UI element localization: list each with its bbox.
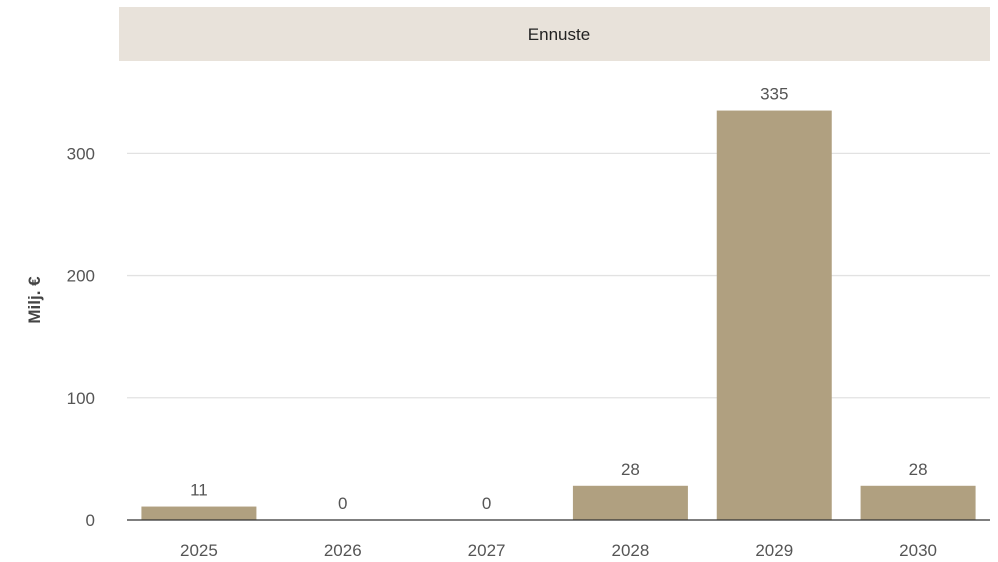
y-axis-ticks: 0 100 200 300 — [67, 144, 95, 530]
data-label-2029: 335 — [760, 85, 788, 104]
data-label-2027: 0 — [482, 494, 491, 513]
bar-2025 — [141, 506, 257, 520]
y-tick-label: 300 — [67, 144, 95, 163]
y-tick-label: 0 — [86, 511, 95, 530]
header-label: Ennuste — [528, 25, 590, 44]
data-label-2030: 28 — [909, 460, 928, 479]
data-labels: 11 0 0 28 335 28 — [190, 85, 927, 513]
x-tick-label-2029: 2029 — [755, 541, 793, 560]
bars — [141, 110, 976, 521]
x-axis-ticks: 2025 2026 2027 2028 2029 2030 — [180, 541, 937, 560]
y-axis-label: Milj. € — [25, 276, 44, 324]
header-band — [119, 7, 990, 61]
data-label-2026: 0 — [338, 494, 347, 513]
bar-2030 — [860, 485, 976, 520]
x-tick-label-2025: 2025 — [180, 541, 218, 560]
bar-2028 — [572, 485, 688, 520]
grid-lines — [127, 152, 990, 399]
data-label-2028: 28 — [621, 460, 640, 479]
x-tick-label-2027: 2027 — [468, 541, 506, 560]
data-label-2025: 11 — [190, 481, 208, 500]
y-tick-label: 100 — [67, 389, 95, 408]
x-tick-label-2026: 2026 — [324, 541, 362, 560]
bar-2029 — [716, 110, 832, 521]
x-tick-label-2028: 2028 — [612, 541, 650, 560]
y-tick-label: 200 — [67, 267, 95, 286]
x-tick-label-2030: 2030 — [899, 541, 937, 560]
